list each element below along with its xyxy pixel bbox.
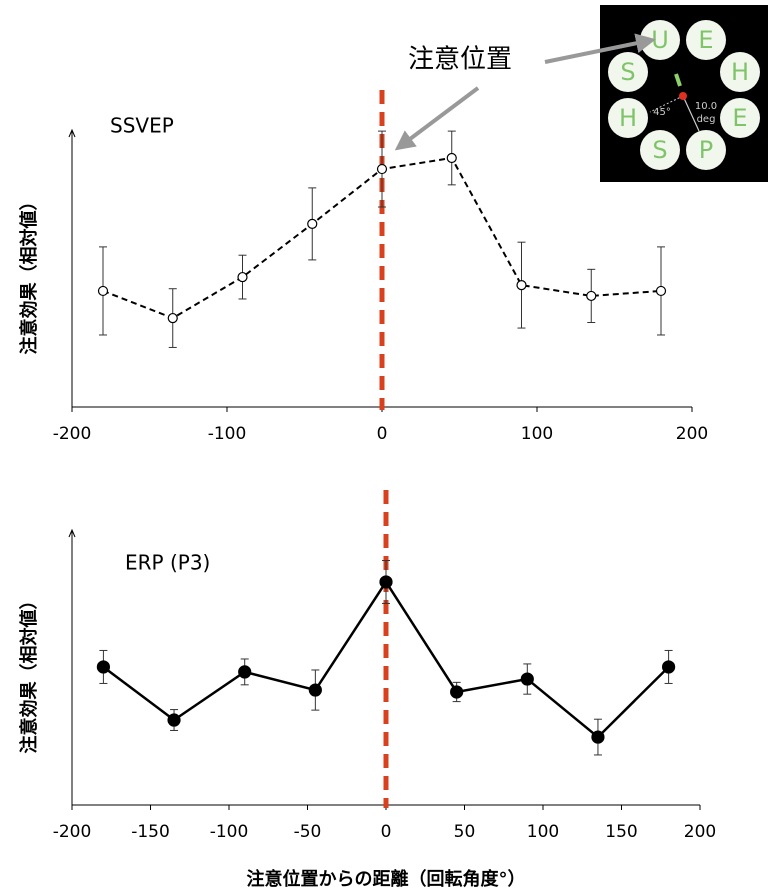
inset-letter: S: [652, 136, 667, 164]
inset-letter: S: [620, 58, 635, 86]
data-point: [446, 152, 457, 164]
x-tick-label: -100: [208, 424, 247, 444]
annotation-arrow: [544, 33, 656, 64]
data-point: [516, 280, 527, 291]
inset-angle-label: 45°: [653, 107, 671, 118]
data-point: [167, 312, 178, 324]
chart-title: ERP (P3): [125, 551, 210, 575]
x-tick-label: -50: [294, 822, 322, 842]
inset-letter: U: [651, 26, 669, 54]
x-tick-label: 200: [676, 424, 708, 444]
annotation-arrow: [394, 86, 480, 151]
inset-dot: [679, 92, 687, 100]
inset-letter: E: [698, 26, 713, 54]
inset-circle: [608, 98, 648, 138]
data-point: [591, 730, 605, 744]
chart-title: SSVEP: [110, 114, 174, 138]
inset-letter: P: [699, 136, 713, 164]
y-axis-label: 注意効果（相対値）: [18, 193, 40, 355]
x-tick-label: 150: [605, 822, 637, 842]
inset-circle: [686, 130, 726, 170]
x-tick-label: -200: [53, 424, 92, 444]
inset-fixation: [674, 73, 682, 87]
data-point: [238, 665, 252, 679]
x-tick-label: -100: [210, 822, 249, 842]
x-tick-label: 0: [377, 424, 388, 444]
data-point: [308, 683, 322, 697]
x-tick-label: 0: [381, 822, 392, 842]
y-axis-label: 注意効果（相対値）: [18, 592, 40, 754]
y-axis-arrow: [68, 128, 76, 138]
data-point: [586, 290, 597, 302]
data-point: [655, 285, 667, 297]
y-axis-arrow: [68, 528, 76, 538]
data-point: [376, 163, 388, 175]
data-point: [450, 685, 464, 699]
x-tick-label: 100: [521, 424, 553, 444]
x-tick-label: 100: [527, 822, 559, 842]
inset-distance-unit: deg: [697, 114, 716, 125]
inset-distance-value: 10.0: [695, 101, 717, 112]
data-point: [307, 218, 318, 230]
x-tick-label: 200: [684, 822, 716, 842]
x-tick-label: -150: [131, 822, 170, 842]
inset-circle: [686, 20, 726, 60]
inset-circle: [608, 52, 648, 92]
data-point: [520, 672, 534, 686]
data-point: [379, 575, 393, 589]
inset-letter: H: [731, 58, 749, 86]
inset-letter: H: [619, 104, 637, 132]
inset-distance-arrow: [682, 95, 700, 132]
x-axis-label: 注意位置からの距離（回転角度°）: [247, 868, 526, 890]
inset-circle: [640, 130, 680, 170]
inset-circle: [720, 52, 760, 92]
inset-letter: E: [732, 104, 747, 132]
data-point: [96, 660, 111, 674]
data-point: [167, 713, 181, 727]
inset: U ES HH ES P: [608, 20, 760, 170]
inset-circle: [720, 98, 760, 138]
x-tick-label: 50: [454, 822, 476, 842]
data-point: [97, 285, 109, 297]
annotation: 注意位置: [408, 45, 512, 75]
x-tick-label: -200: [53, 822, 92, 842]
data-point: [661, 660, 676, 674]
data-point: [237, 271, 248, 283]
